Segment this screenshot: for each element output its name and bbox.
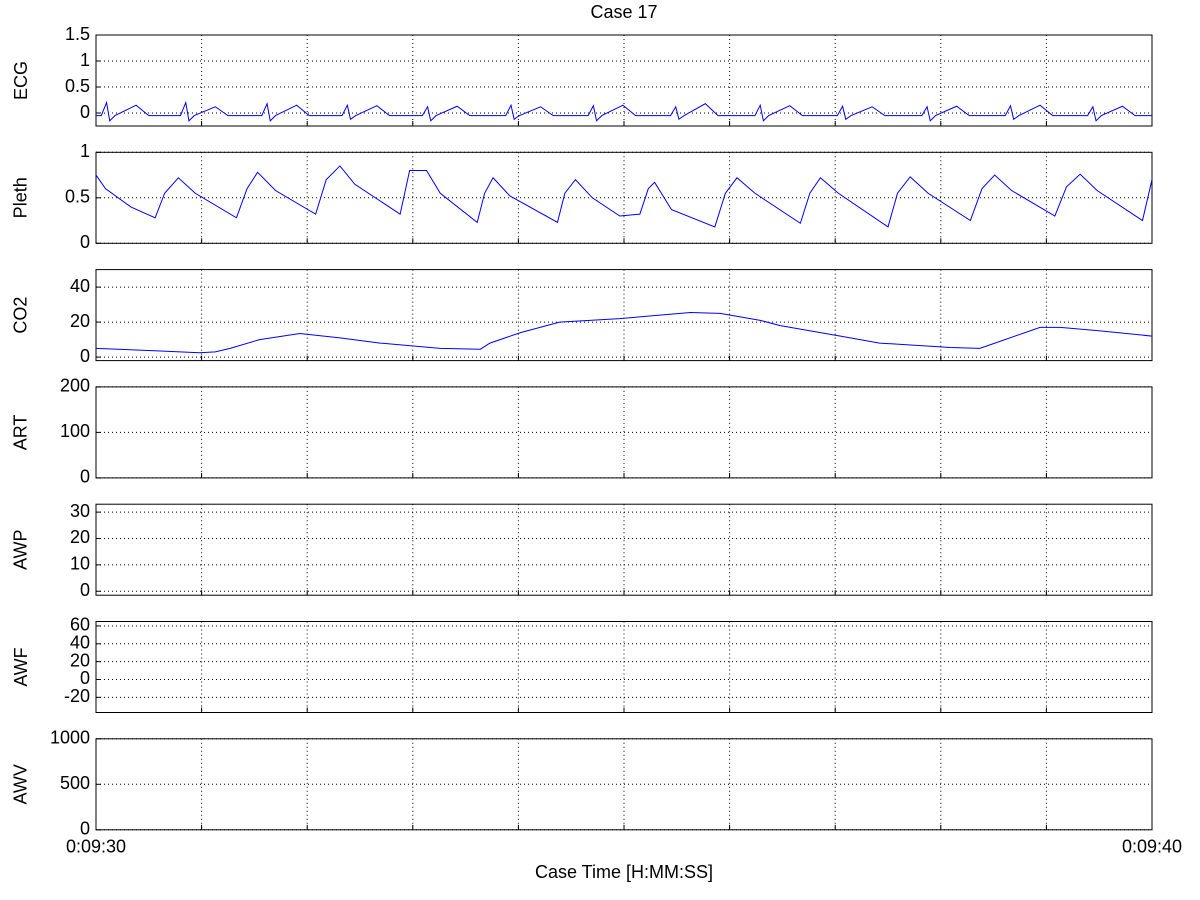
y-tick-label: 0 xyxy=(80,232,90,252)
y-tick-label: -20 xyxy=(64,686,90,706)
y-tick-label: 1000 xyxy=(50,728,90,748)
y-axis-label: AWP xyxy=(11,530,31,570)
plot-frame xyxy=(95,151,1153,244)
y-tick-label: 1 xyxy=(80,141,90,161)
y-tick-label: 200 xyxy=(60,376,90,396)
chart-title: Case 17 xyxy=(590,2,657,22)
data-line xyxy=(96,100,1152,122)
y-tick-label: 500 xyxy=(60,773,90,793)
y-tick-label: 20 xyxy=(70,311,90,331)
y-axis-label: Pleth xyxy=(11,177,31,218)
y-tick-label: 30 xyxy=(70,501,90,521)
y-tick-label: 40 xyxy=(70,633,90,653)
y-tick-label: 10 xyxy=(70,554,90,574)
y-tick-label: 0 xyxy=(80,346,90,366)
y-axis-label: AWF xyxy=(11,647,31,686)
y-tick-label: 0 xyxy=(80,668,90,688)
plot-frame xyxy=(95,503,1153,596)
x-axis-label: Case Time [H:MM:SS] xyxy=(535,862,713,882)
y-tick-label: 0 xyxy=(80,467,90,487)
data-line xyxy=(95,311,1153,354)
y-tick-label: 1.5 xyxy=(65,24,90,44)
y-axis-label: ART xyxy=(11,415,31,451)
y-axis-label: AWV xyxy=(11,764,31,804)
y-tick-label: 60 xyxy=(70,615,90,635)
y-tick-label: 0 xyxy=(80,819,90,839)
x-tick-label: 0:09:40 xyxy=(1122,837,1182,857)
y-tick-label: 0 xyxy=(80,102,90,122)
y-tick-label: 40 xyxy=(70,276,90,296)
y-tick-label: 1 xyxy=(80,50,90,70)
data-line xyxy=(95,165,1153,228)
y-tick-label: 0.5 xyxy=(65,187,90,207)
x-tick-label: 0:09:30 xyxy=(66,837,126,857)
plot-frame xyxy=(95,34,1153,127)
y-tick-label: 20 xyxy=(70,527,90,547)
y-axis-label: ECG xyxy=(11,61,31,100)
y-tick-label: 20 xyxy=(70,650,90,670)
y-tick-label: 100 xyxy=(60,421,90,441)
y-tick-label: 0 xyxy=(80,580,90,600)
plot-frame xyxy=(95,269,1153,362)
y-axis-label: CO2 xyxy=(11,297,31,334)
plot-frame xyxy=(95,386,1153,479)
plot-frame xyxy=(95,738,1153,831)
plot-frame xyxy=(95,621,1153,713)
y-tick-label: 0.5 xyxy=(65,76,90,96)
